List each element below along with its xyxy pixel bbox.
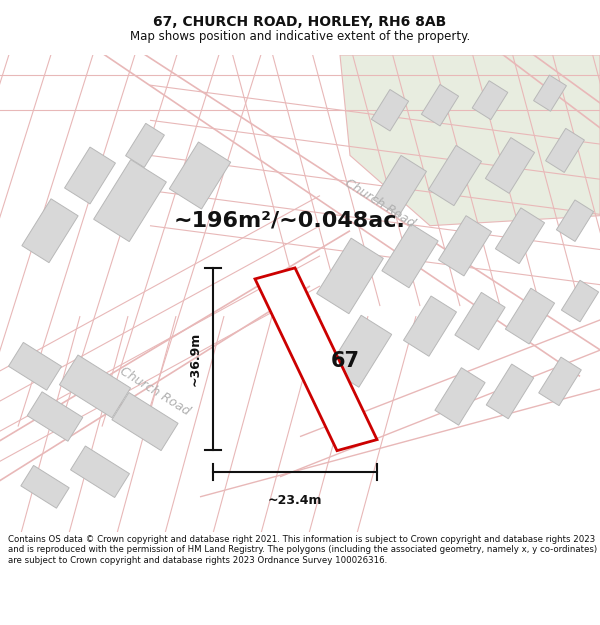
Polygon shape xyxy=(485,138,535,193)
Polygon shape xyxy=(428,146,481,206)
Text: Church Road: Church Road xyxy=(118,364,193,418)
Text: Church Road: Church Road xyxy=(343,177,418,231)
Polygon shape xyxy=(94,159,166,242)
Polygon shape xyxy=(539,357,581,406)
Polygon shape xyxy=(169,142,230,209)
Polygon shape xyxy=(112,392,178,451)
Polygon shape xyxy=(59,355,131,418)
Polygon shape xyxy=(556,200,593,241)
Polygon shape xyxy=(125,123,164,168)
Polygon shape xyxy=(328,315,392,388)
Text: 67, CHURCH ROAD, HORLEY, RH6 8AB: 67, CHURCH ROAD, HORLEY, RH6 8AB xyxy=(154,16,446,29)
Polygon shape xyxy=(435,368,485,425)
Polygon shape xyxy=(545,128,584,173)
Polygon shape xyxy=(27,392,83,441)
Text: Map shows position and indicative extent of the property.: Map shows position and indicative extent… xyxy=(130,30,470,43)
Polygon shape xyxy=(382,224,438,288)
Polygon shape xyxy=(8,342,61,390)
Polygon shape xyxy=(562,280,599,322)
Text: ~36.9m: ~36.9m xyxy=(188,332,202,386)
Polygon shape xyxy=(374,156,427,216)
Polygon shape xyxy=(404,296,457,356)
Polygon shape xyxy=(22,199,78,262)
Polygon shape xyxy=(371,89,409,131)
Polygon shape xyxy=(472,81,508,119)
Polygon shape xyxy=(255,268,377,451)
Polygon shape xyxy=(317,238,383,314)
Polygon shape xyxy=(533,75,566,111)
Polygon shape xyxy=(486,364,534,419)
Polygon shape xyxy=(496,208,545,264)
Polygon shape xyxy=(71,446,130,498)
Polygon shape xyxy=(421,84,458,126)
Text: Contains OS data © Crown copyright and database right 2021. This information is : Contains OS data © Crown copyright and d… xyxy=(8,535,597,565)
Polygon shape xyxy=(455,292,505,350)
Text: ~23.4m: ~23.4m xyxy=(268,494,322,507)
Text: 67: 67 xyxy=(331,351,359,371)
Polygon shape xyxy=(439,216,491,276)
Polygon shape xyxy=(65,147,115,204)
Polygon shape xyxy=(340,55,600,226)
Polygon shape xyxy=(505,288,554,344)
Polygon shape xyxy=(21,466,69,508)
Text: ~196m²/~0.048ac.: ~196m²/~0.048ac. xyxy=(174,211,406,231)
